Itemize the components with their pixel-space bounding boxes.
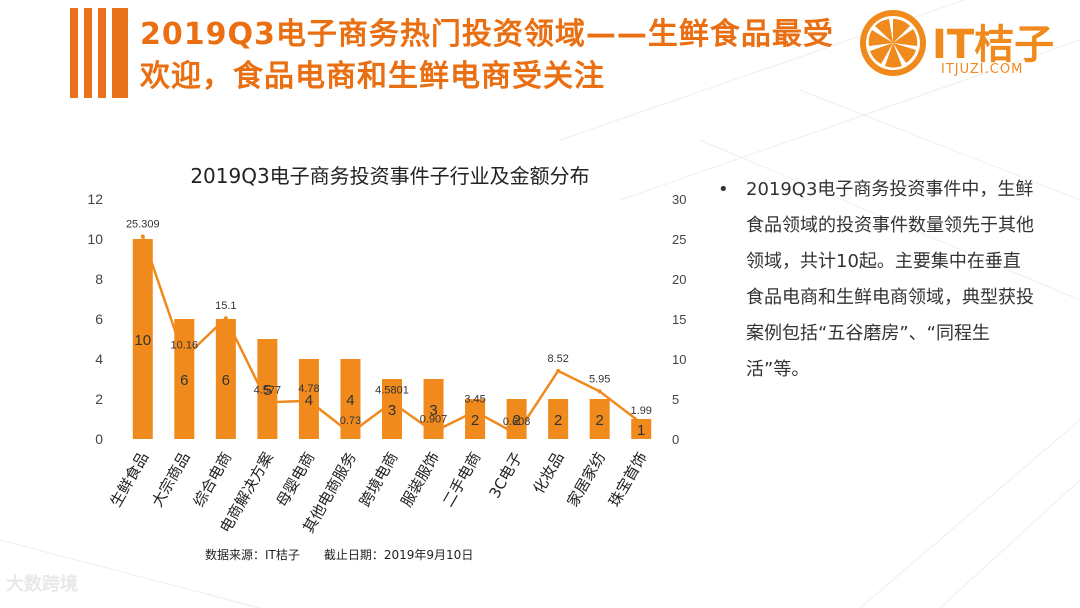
y-right-tick-label: 0 [672, 432, 679, 447]
chart-title: 2019Q3电子商务投资事件子行业及金额分布 [190, 164, 590, 188]
line-point [348, 431, 353, 436]
slide-title: 2019Q3电子商务热门投资领域——生鲜食品最受欢迎，食品电商和生鲜电商受关注 [140, 17, 834, 94]
y-right-tick-label: 5 [672, 392, 679, 407]
orange-slice-icon [860, 10, 926, 76]
y-left-tick-label: 6 [95, 311, 103, 327]
line-point [390, 400, 394, 405]
bar [589, 399, 610, 439]
category-label: 3C电子 [485, 449, 526, 501]
bar [548, 399, 569, 439]
bar-value-label: 1 [637, 422, 645, 439]
bar-value-label: 2 [512, 412, 520, 429]
line-point [306, 398, 311, 403]
bar [132, 239, 153, 439]
bar [382, 379, 402, 439]
bar-value-label: 5 [263, 382, 271, 399]
bar-value-label: 3 [429, 402, 437, 419]
line-point [265, 400, 270, 405]
category-label: 家居家纺 [564, 449, 610, 510]
bar [506, 399, 527, 439]
line-point [182, 355, 187, 360]
bar [423, 379, 444, 439]
bar-value-label: 4 [305, 392, 313, 409]
line-point [514, 432, 519, 437]
line-value-label: 5.95 [589, 373, 610, 385]
bar-value-label: 2 [596, 412, 604, 429]
y-left-tick-label: 4 [95, 351, 103, 367]
line-value-label: 10.16 [171, 340, 199, 352]
category-label: 化妆品 [530, 449, 568, 497]
watermark: 大数跨境 [6, 574, 78, 595]
bar [340, 359, 361, 439]
line-value-label: 4.5801 [375, 384, 409, 396]
line-value-label: 3.45 [464, 393, 485, 405]
bar-value-label: 4 [346, 392, 354, 409]
line-value-label: 0.73 [340, 415, 361, 427]
line-value-label: 4.78 [298, 383, 319, 395]
y-left-tick-label: 10 [87, 231, 103, 247]
bullet-dot-icon: • [718, 179, 729, 200]
line-point [473, 409, 478, 414]
line-point [556, 368, 561, 373]
line-value-label: 8.52 [547, 353, 568, 365]
logo-url: ITJUZI.COM [941, 62, 1024, 77]
y-right-tick-label: 15 [672, 312, 686, 327]
title-accent-bars [70, 8, 128, 98]
line-point [597, 389, 602, 394]
bar-value-label: 3 [388, 402, 396, 419]
category-label: 珠宝首饰 [605, 449, 651, 510]
bar-value-label: 2 [471, 412, 479, 429]
line-point [431, 429, 436, 434]
bullet-list: • 2019Q3电子商务投资事件中，生鲜食品领域的投资事件数量领先于其他领域，共… [718, 172, 1038, 388]
line-value-label: 0.907 [420, 414, 448, 426]
line-value-label: 0.608 [503, 416, 531, 428]
line-point [223, 316, 228, 321]
line-value-label: 4.577 [254, 384, 282, 396]
category-label: 综合电商 [190, 449, 236, 510]
y-left-tick-label: 0 [95, 431, 103, 447]
y-right-tick-label: 30 [672, 192, 686, 207]
category-label: 母婴电商 [273, 449, 319, 510]
bar-value-label: 2 [554, 412, 562, 429]
bar-value-label: 10 [134, 332, 151, 349]
line-value-label: 1.99 [631, 405, 652, 417]
bar-value-label: 6 [222, 372, 230, 389]
category-label: 二手电商 [439, 449, 485, 510]
y-left-tick-label: 12 [87, 191, 103, 207]
y-left-tick-label: 2 [95, 391, 103, 407]
line-point [140, 234, 145, 239]
category-label: 跨境电商 [356, 449, 402, 510]
category-label: 生鲜食品 [107, 449, 153, 510]
logo: IT桔子 ITJUZI.COM [858, 8, 1068, 78]
y-right-tick-label: 20 [672, 272, 686, 287]
y-right-tick-label: 10 [672, 352, 686, 367]
bar [465, 399, 486, 439]
bar [174, 319, 195, 439]
category-label: 服装服饰 [397, 449, 443, 510]
bar-value-label: 6 [180, 372, 188, 389]
y-left-tick-label: 8 [95, 271, 103, 287]
y-right-tick-label: 25 [672, 232, 686, 247]
source-note: 数据来源：IT桔子 截止日期：2019年9月10日 [205, 548, 474, 562]
line-point [639, 421, 644, 426]
bar [257, 339, 278, 439]
bar [631, 419, 652, 439]
bar [215, 319, 236, 439]
logo-name: IT桔子 [932, 22, 1055, 68]
line-value-label: 25.309 [126, 219, 160, 231]
category-label: 大宗商品 [148, 449, 194, 510]
line-value-label: 15.1 [215, 300, 236, 312]
bullet-text: 2019Q3电子商务投资事件中，生鲜食品领域的投资事件数量领先于其他领域，共计1… [746, 179, 1034, 380]
